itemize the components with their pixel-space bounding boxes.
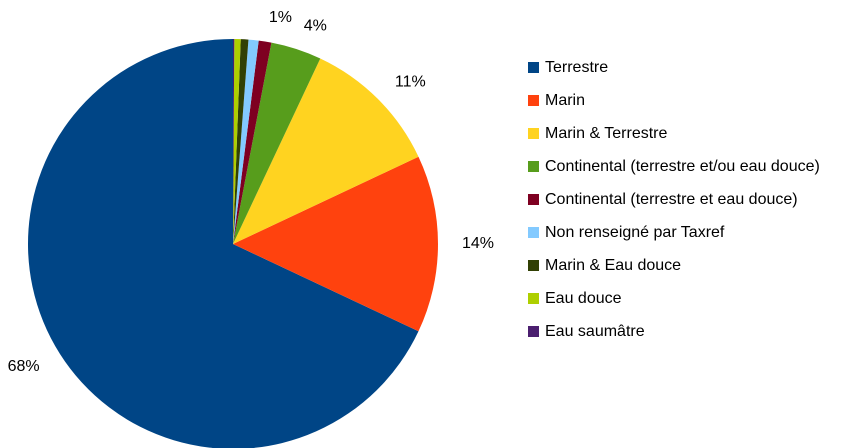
legend-label: Marin & Terrestre <box>545 125 668 142</box>
pie-slice <box>233 42 321 244</box>
slice-label: 68% <box>8 358 40 375</box>
legend-label: Non renseigné par Taxref <box>545 224 725 241</box>
pie-slice <box>233 39 235 244</box>
legend-label: Marin & Eau douce <box>545 257 682 274</box>
pie-slice <box>233 156 438 332</box>
legend-swatch <box>528 62 539 73</box>
legend-item: Marin & Terrestre <box>528 123 856 144</box>
legend-item: Terrestre <box>528 57 856 78</box>
legend-label: Terrestre <box>545 59 609 76</box>
legend-item: Eau saumâtre <box>528 321 856 342</box>
legend-swatch <box>528 260 539 271</box>
pie-slice <box>233 39 249 244</box>
legend-item: Continental (terrestre et/ou eau douce) <box>528 156 856 177</box>
slice-label: 1% <box>269 9 292 26</box>
legend-item: Marin & Eau douce <box>528 255 856 276</box>
legend-item: Non renseigné par Taxref <box>528 222 856 243</box>
legend: Terrestre Marin Marin & Terrestre Continent… <box>528 57 856 354</box>
legend-swatch <box>528 95 539 106</box>
slice-label: 14% <box>462 235 494 252</box>
legend-label: Marin <box>545 92 586 109</box>
pie-slice <box>233 39 241 245</box>
legend-item: Continental (terrestre et eau douce) <box>528 189 856 210</box>
legend-item: Eau douce <box>528 288 856 309</box>
legend-label: Eau saumâtre <box>545 323 645 340</box>
legend-swatch <box>528 161 539 172</box>
legend-item: Marin <box>528 90 856 111</box>
pie-slice <box>233 39 259 244</box>
pie-area: 68% 14% 11% 4% 1% <box>8 9 494 448</box>
slice-label: 4% <box>304 17 327 34</box>
legend-swatch <box>528 128 539 139</box>
legend-swatch <box>528 293 539 304</box>
legend-swatch <box>528 194 539 205</box>
slice-label: 11% <box>395 73 426 90</box>
legend-swatch <box>528 227 539 238</box>
legend-label: Eau douce <box>545 290 622 307</box>
pie-slice <box>233 40 272 244</box>
legend-label: Continental (terrestre et eau douce) <box>545 191 798 208</box>
legend-label: Continental (terrestre et/ou eau douce) <box>545 158 820 175</box>
legend-swatch <box>528 326 539 337</box>
pie-slice <box>233 58 419 245</box>
pie-slice <box>28 39 419 448</box>
